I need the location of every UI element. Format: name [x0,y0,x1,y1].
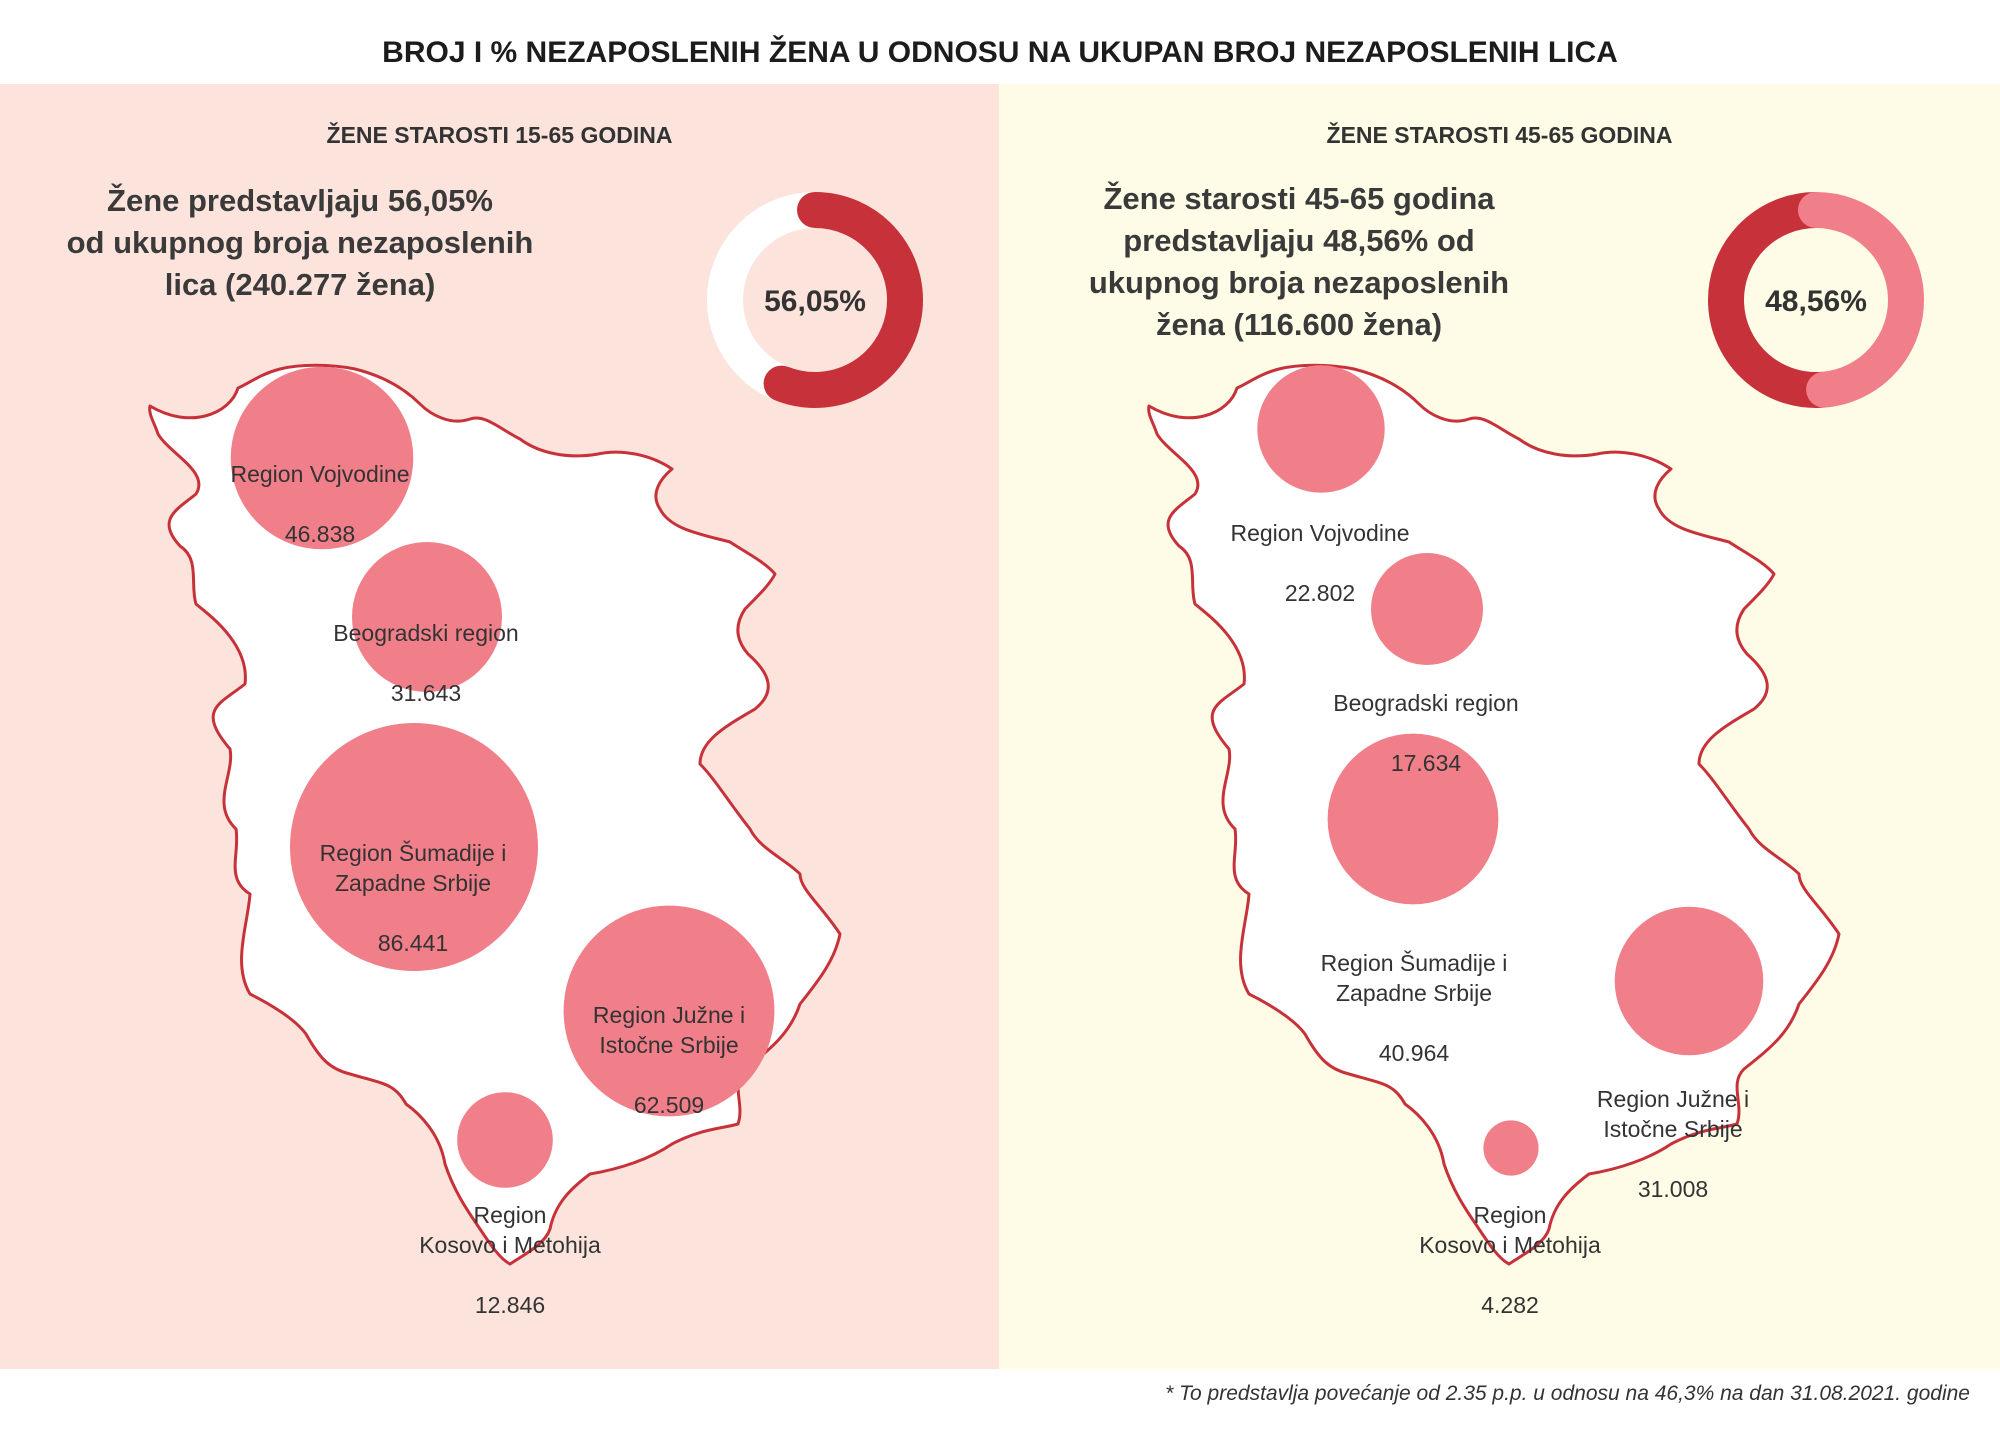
region-bubble [457,1092,553,1188]
donut-value-arc [763,192,923,408]
region-bubble [1483,1120,1539,1176]
region-label-vojvodina: Region Vojvodine 22.802 [1160,488,1480,638]
donut-hole [1744,228,1888,372]
region-bubble [290,723,538,971]
donut-chart: 56,05% [707,192,923,408]
region-value: 31.008 [1637,1176,1709,1202]
panel-women-15-65: 56,05% ŽENE STAROSTI 15-65 GODINA Žene p… [0,84,999,1369]
region-name: Region Južne i Istočne Srbije [592,1002,746,1058]
region-name: Region Šumadije i Zapadne Srbije [319,840,507,896]
panel-headline: Žene predstavljaju 56,05% od ukupnog bro… [66,183,534,302]
donut-percentage-label: 56,05% [764,285,866,318]
region-label-vojvodina: Region Vojvodine 46.838 [160,429,480,579]
region-label-juzna: Region Južne i Istočne Srbije 62.509 [509,970,829,1150]
region-name: Region Kosovo i Metohija [419,1202,601,1258]
donut-hole [743,228,887,372]
region-value: 46.838 [284,521,356,547]
region-label-sumadija: Region Šumadije i Zapadne Srbije 40.964 [1254,918,1574,1098]
donut-value-arc [1798,192,1924,408]
region-bubble [1371,553,1483,665]
chart-women-45-65: 48,56% [999,84,2000,1369]
panel-subtitle: ŽENE STAROSTI 45-65 GODINA [1326,122,1673,148]
region-value: 12.846 [474,1292,546,1318]
region-label-kosovo: Region Kosovo i Metohija 4.282 [1350,1170,1670,1350]
page-title: BROJ I % NEZAPOSLENIH ŽENA U ODNOSU NA U… [382,36,1618,69]
donut-chart: 48,56% [1708,192,1924,408]
bubble-group [1257,365,1764,1176]
region-name: Region Južne i Istočne Srbije [1596,1086,1750,1142]
region-name: Region Kosovo i Metohija [1419,1202,1601,1258]
donut-remainder-arc [1708,192,1826,408]
footnote: * To predstavlja povećanje od 2.35 p.p. … [1165,1382,1970,1405]
region-name: Region Šumadije i Zapadne Srbije [1320,950,1508,1006]
panel-women-45-65: 48,56% ŽENE STAROSTI 45-65 GODINA Žene s… [999,84,2000,1369]
panel-subtitle: ŽENE STAROSTI 15-65 GODINA [326,122,673,148]
region-bubble [352,542,502,692]
region-label-beograd: Beogradski region 17.634 [1266,658,1586,808]
region-bubble [230,366,414,550]
region-value: 22.802 [1284,580,1356,606]
region-value: 31.643 [390,680,462,706]
bubble-group [230,366,775,1188]
region-value: 4.282 [1481,1292,1539,1318]
region-value: 17.634 [1390,750,1462,776]
panel-headline: Žene starosti 45-65 godina predstavljaju… [1088,181,1510,342]
donut-percentage-label: 48,56% [1765,285,1867,318]
region-name: Region Vojvodine [1230,520,1410,546]
region-label-kosovo: Region Kosovo i Metohija 12.846 [350,1170,670,1350]
region-label-sumadija: Region Šumadije i Zapadne Srbije 86.441 [253,808,573,988]
region-value: 62.509 [633,1092,705,1118]
region-name: Beogradski region [333,620,519,646]
region-name: Beogradski region [1333,690,1519,716]
region-bubble [1614,906,1764,1056]
region-value: 86.441 [377,930,449,956]
region-bubble [1327,733,1499,905]
donut-remainder-arc [707,192,816,401]
region-name: Region Vojvodine [230,461,410,487]
chart-women-15-65: 56,05% [0,84,999,1369]
region-bubble [1257,365,1385,493]
region-label-beograd: Beogradski region 31.643 [266,588,586,738]
region-value: 40.964 [1378,1040,1450,1066]
region-label-juzna: Region Južne i Istočne Srbije 31.008 [1513,1054,1833,1234]
region-bubble [563,905,775,1117]
